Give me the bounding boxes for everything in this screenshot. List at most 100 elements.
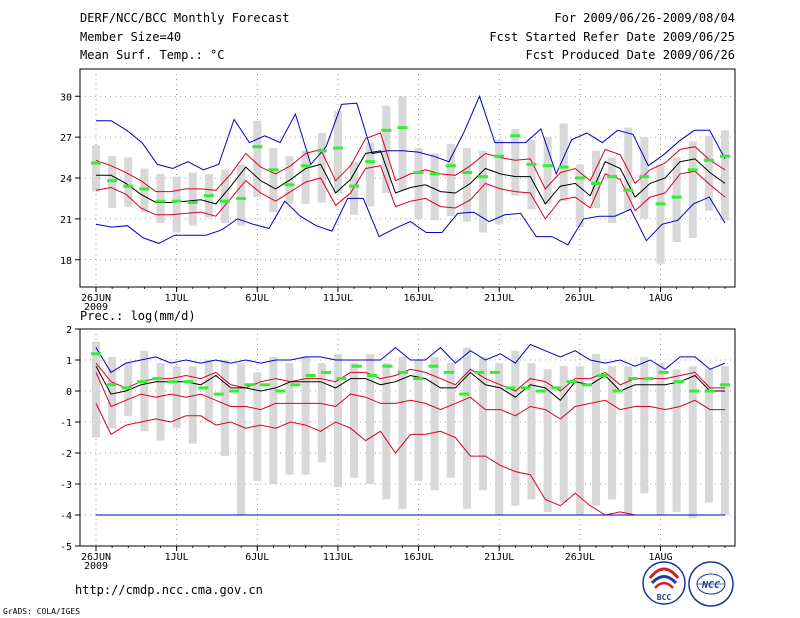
y-tick-label: -3 (60, 480, 72, 491)
y-tick-label: -4 (60, 511, 72, 522)
lower-spread-line (95, 165, 726, 220)
ensemble-box (220, 360, 230, 457)
y-tick-label: 24 (60, 174, 72, 185)
ensemble-box (333, 111, 342, 193)
grads-credit: GrADS: COLA/IGES (3, 607, 80, 616)
ensemble-box (688, 141, 697, 238)
ensemble-box (495, 363, 504, 515)
y-tick-label: -1 (60, 418, 72, 429)
ensemble-box (704, 135, 713, 211)
ensemble-box (446, 143, 455, 217)
ensemble-box (640, 356, 649, 494)
ensemble-box (462, 347, 471, 509)
lower-spread-line (95, 372, 725, 420)
ensemble-mean-line (96, 150, 726, 205)
ensemble-box (124, 363, 133, 416)
ensemble-box (527, 363, 536, 500)
ensemble-box (317, 133, 326, 203)
ensemble-box (301, 356, 310, 475)
ensemble-box (285, 363, 294, 475)
ensemble-box (269, 148, 278, 213)
y-tick-label: 1 (66, 356, 72, 367)
bcc-logo-ring (642, 561, 686, 605)
ensemble-box (414, 148, 423, 219)
x-tick-label: 26JUL (565, 552, 595, 563)
x-tick-label: 21JUL (484, 552, 514, 563)
forecast-start-date: Fcst Started Refer Date 2009/06/25 (489, 30, 735, 44)
ensemble-box (317, 363, 326, 463)
ensemble-box (575, 164, 584, 228)
ensemble-box (430, 153, 439, 221)
ensemble-box (237, 363, 246, 515)
upper-spread-line (95, 132, 726, 193)
x-tick-label: 26JUN (81, 552, 111, 563)
precipitation-title: Prec.: log(mm/d) (80, 309, 196, 323)
ensemble-box (398, 96, 407, 191)
ensemble-box (220, 169, 230, 223)
ensemble-box (253, 372, 262, 481)
member-size-label: Member Size=40 (80, 30, 181, 44)
forecast-period: For 2009/06/26-2009/08/04 (554, 11, 735, 25)
x-tick-label: 2009 (84, 302, 108, 313)
ensemble-box (398, 356, 407, 509)
ensemble-box (608, 157, 617, 223)
ensemble-box (108, 356, 117, 429)
y-tick-label: 2 (66, 325, 72, 336)
ensemble-box (91, 341, 101, 438)
ensemble-box (156, 363, 165, 441)
x-tick-label: 11JUL (323, 552, 353, 563)
y-tick-label: -5 (60, 542, 72, 553)
y-tick-label: 0 (66, 387, 72, 398)
ensemble-box (656, 164, 665, 264)
ensemble-box (511, 350, 520, 506)
x-tick-label: 26JUL (565, 293, 595, 304)
minimum-line (95, 403, 725, 516)
ensemble-box (495, 139, 504, 225)
ensemble-box (511, 128, 520, 196)
x-tick-label: 1JUL (165, 293, 189, 304)
ensemble-box (253, 120, 262, 198)
minimum-line (95, 196, 726, 246)
ensemble-box (188, 366, 197, 444)
ensemble-box (527, 139, 536, 210)
ensemble-box (559, 123, 568, 202)
y-tick-label: 21 (60, 215, 72, 226)
ensemble-box (366, 142, 375, 207)
ensemble-box (462, 148, 471, 222)
ensemble-box (591, 150, 601, 208)
ensemble-box (430, 356, 439, 491)
ensemble-box (140, 350, 149, 432)
x-tick-label: 16JUL (404, 293, 434, 304)
ensemble-box (656, 363, 665, 515)
ensemble-box (672, 157, 681, 243)
ensemble-box (188, 172, 197, 226)
ensemble-box (608, 366, 617, 500)
ensemble-box (237, 164, 246, 226)
plot-frame (79, 328, 736, 547)
x-tick-label: 1JUL (165, 552, 189, 563)
source-url: http://cmdp.ncc.cma.gov.cn (75, 583, 263, 597)
y-tick-label: -2 (60, 449, 72, 460)
y-tick-label: 27 (60, 133, 72, 144)
ensemble-box (204, 360, 213, 422)
maximum-line (95, 343, 726, 374)
ensemble-box (414, 360, 423, 481)
ensemble-box (269, 356, 278, 484)
x-tick-label: 21JUL (484, 293, 514, 304)
bcc-logo-arc-mid (650, 575, 678, 585)
ensemble-box (172, 176, 181, 233)
ensemble-box (479, 150, 488, 233)
ensemble-box (382, 105, 391, 193)
x-tick-label: 16JUL (404, 552, 434, 563)
x-tick-label: 6JUL (245, 552, 269, 563)
bcc-logo-text: BCC (657, 593, 672, 602)
forecast-produced-date: Fcst Produced Date 2009/06/26 (525, 48, 735, 62)
ensemble-box (350, 363, 359, 478)
ensemble-box (575, 366, 584, 515)
ensemble-box (366, 353, 375, 484)
ncc-logo: NCC (688, 561, 734, 607)
ensemble-box (301, 150, 310, 204)
